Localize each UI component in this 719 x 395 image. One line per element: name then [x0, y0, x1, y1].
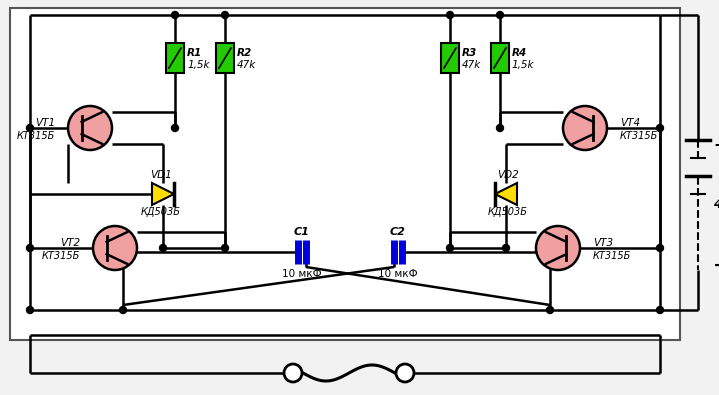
Text: R1: R1: [187, 48, 202, 58]
Text: 47k: 47k: [462, 60, 481, 70]
Circle shape: [396, 364, 414, 382]
Circle shape: [656, 307, 664, 314]
Text: VT1: VT1: [35, 118, 55, 128]
Text: C2: C2: [390, 227, 406, 237]
Circle shape: [160, 245, 167, 252]
Text: КД503Б: КД503Б: [141, 207, 181, 217]
Circle shape: [563, 106, 607, 150]
Bar: [10, 8, 680, 340]
Circle shape: [536, 226, 580, 270]
Text: 1,5k: 1,5k: [512, 60, 534, 70]
Text: VT3: VT3: [593, 238, 613, 248]
Circle shape: [656, 124, 664, 132]
Circle shape: [497, 11, 503, 19]
Circle shape: [93, 226, 137, 270]
Circle shape: [172, 124, 178, 132]
Circle shape: [656, 245, 664, 252]
Circle shape: [284, 364, 302, 382]
Bar: [216, 43, 234, 73]
Circle shape: [221, 11, 229, 19]
Bar: [491, 43, 509, 73]
Text: VD2: VD2: [497, 170, 519, 180]
Circle shape: [68, 106, 112, 150]
Text: КТ315Б: КТ315Б: [42, 251, 80, 261]
Polygon shape: [495, 183, 517, 205]
Circle shape: [446, 245, 454, 252]
Circle shape: [546, 307, 554, 314]
Text: C1: C1: [294, 227, 310, 237]
Circle shape: [119, 307, 127, 314]
Text: КТ315Б: КТ315Б: [593, 251, 631, 261]
Circle shape: [27, 245, 34, 252]
Text: VD1: VD1: [150, 170, 172, 180]
Circle shape: [503, 245, 510, 252]
Text: R3: R3: [462, 48, 477, 58]
Text: 10 мкФ: 10 мкФ: [378, 269, 418, 279]
Text: VT2: VT2: [60, 238, 80, 248]
Text: 47k: 47k: [237, 60, 256, 70]
Text: R4: R4: [512, 48, 527, 58]
Text: 10 мкФ: 10 мкФ: [282, 269, 322, 279]
Text: КТ315Б: КТ315Б: [620, 131, 659, 141]
Bar: [166, 43, 184, 73]
Text: КТ315Б: КТ315Б: [17, 131, 55, 141]
Text: КД503Б: КД503Б: [488, 207, 528, 217]
Circle shape: [27, 124, 34, 132]
Text: 1,5k: 1,5k: [187, 60, 209, 70]
Text: 4,5В: 4,5В: [713, 199, 719, 211]
Circle shape: [172, 11, 178, 19]
Circle shape: [221, 245, 229, 252]
Circle shape: [27, 307, 34, 314]
Bar: [441, 43, 459, 73]
Circle shape: [497, 124, 503, 132]
Polygon shape: [152, 183, 174, 205]
Text: R2: R2: [237, 48, 252, 58]
Text: VT4: VT4: [620, 118, 640, 128]
Text: −: −: [713, 256, 719, 275]
Text: +: +: [713, 137, 719, 152]
Circle shape: [446, 11, 454, 19]
